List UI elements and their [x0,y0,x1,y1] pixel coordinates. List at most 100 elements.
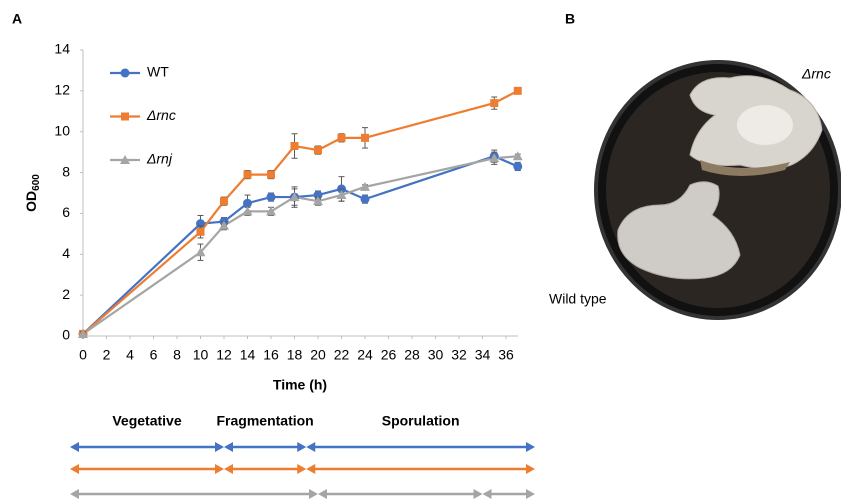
y-tick-label: 8 [62,163,70,179]
phase-arrow [70,442,224,452]
x-tick-label: 12 [216,347,232,363]
arrow-head [224,442,233,452]
phase-arrow [318,489,483,499]
x-tick-label: 4 [126,347,134,363]
arrow-head [526,489,535,499]
marker [290,142,299,151]
marker [313,196,323,206]
arrow-head [215,464,224,474]
x-tick-label: 2 [103,347,111,363]
panel-label: B [565,11,575,27]
marker [489,153,500,163]
photo-label: Wild type [549,291,607,307]
arrow-head [473,489,483,499]
arrow-head [526,464,535,474]
x-tick-label: 10 [193,347,209,363]
photo-label: Δrnc [801,66,831,82]
series-line [82,155,518,335]
arrow-head [526,442,535,452]
arrow-head [318,489,327,499]
x-tick-label: 16 [263,347,279,363]
marker [513,86,522,95]
x-tick-label: 22 [334,347,350,363]
marker [243,170,252,179]
y-tick-label: 12 [54,82,70,98]
arrow-head [306,464,316,474]
arrow-head [70,489,79,499]
x-tick-label: 36 [498,347,514,363]
x-tick-label: 0 [79,347,87,363]
y-tick-label: 2 [62,286,70,302]
marker [266,192,276,202]
series-line [82,89,519,335]
marker [314,146,322,155]
marker [195,247,206,257]
x-tick-label: 8 [173,347,181,363]
phase-arrow [70,464,224,474]
phase-arrow [306,464,535,474]
x-tick-label: 26 [381,347,397,363]
series-line [82,155,519,335]
x-tick-label: 30 [428,347,444,363]
colony-edge [700,160,790,176]
x-tick-label: 18 [287,347,303,363]
marker [267,170,275,179]
legend-label: Δrnc [146,107,176,123]
marker [196,227,205,236]
x-tick-label: 28 [404,347,420,363]
arrow-head [70,442,79,452]
y-axis-label: OD600 [23,174,42,212]
marker [360,181,370,191]
marker [266,206,276,216]
x-tick-label: 24 [357,347,373,363]
colony-center [737,105,793,145]
marker [513,161,523,171]
y-tick-label: 10 [54,122,70,138]
legend-marker [121,112,129,121]
arrow-head [297,464,307,474]
phase-arrow [224,442,307,452]
x-tick-label: 20 [310,347,326,363]
panel-label: A [12,11,22,27]
marker [512,151,523,161]
x-axis-label: Time (h) [273,377,327,393]
x-tick-label: 34 [475,347,491,363]
marker [78,328,88,338]
marker [289,192,300,202]
marker [361,133,369,142]
arrow-head [297,442,307,452]
phase-arrow [306,442,535,452]
phase-arrow [70,489,318,499]
arrow-head [306,442,316,452]
phase-arrow [224,464,307,474]
marker [490,99,499,108]
arrow-head [482,489,492,499]
marker [219,220,229,230]
marker [220,197,228,206]
arrow-head [215,442,224,452]
legend-label: WT [147,64,169,80]
y-tick-label: 4 [62,245,70,261]
legend-marker [120,68,130,78]
marker [336,190,347,200]
arrow-head [224,464,233,474]
marker [360,194,370,204]
y-axis-label-sub: 600 [31,174,42,191]
plate-photo [594,60,841,320]
marker [242,206,253,216]
phase-arrow [482,489,535,499]
marker [337,133,346,142]
x-tick-label: 32 [451,347,467,363]
x-tick-label: 6 [150,347,158,363]
x-tick-label: 14 [240,347,256,363]
y-tick-label: 14 [54,41,70,57]
legend-label: Δrnj [146,151,173,167]
phase-label: Fragmentation [217,413,314,429]
legend-marker [120,155,130,164]
phase-label: Sporulation [382,413,460,429]
arrow-head [70,464,79,474]
arrow-head [309,489,318,499]
colony [617,181,741,280]
y-tick-label: 6 [62,204,70,220]
